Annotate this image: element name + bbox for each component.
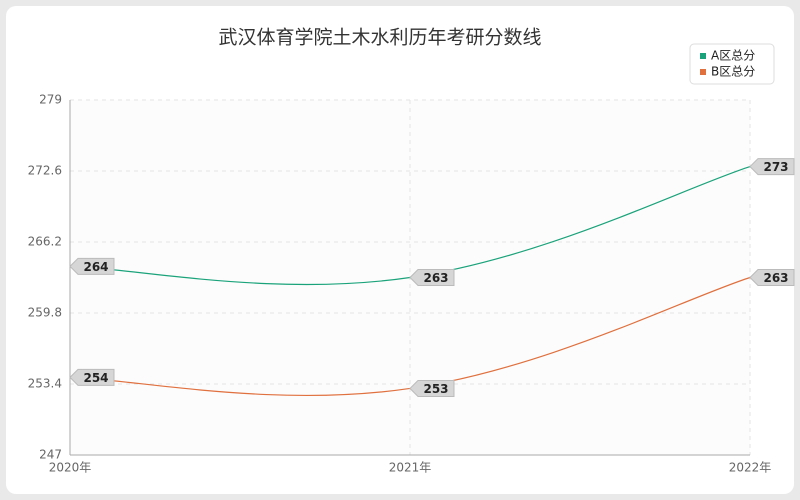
data-label-box: [749, 158, 795, 176]
data-label: 254: [83, 371, 108, 385]
legend-box: [689, 43, 775, 85]
x-tick-label: 2022年: [729, 461, 772, 475]
data-label-box: [409, 379, 455, 397]
y-tick-label: 253.4: [28, 377, 62, 391]
data-label: 264: [83, 260, 108, 274]
x-tick-label: 2021年: [389, 461, 432, 475]
data-label: 253: [423, 382, 448, 396]
data-label-box: [409, 269, 455, 286]
y-tick-label: 266.2: [28, 235, 62, 249]
y-tick-label: 247: [39, 448, 62, 462]
data-label: 273: [763, 160, 788, 174]
x-tick-label: 2020年: [49, 461, 92, 475]
legend-swatch: [700, 69, 706, 75]
y-tick-label: 272.6: [28, 164, 62, 178]
legend-label[interactable]: A区总分: [711, 49, 755, 63]
y-tick-label: 279: [39, 93, 62, 107]
chart-title: 武汉体育学院土木水利历年考研分数线: [218, 27, 541, 49]
y-tick-label: 259.8: [28, 306, 62, 320]
legend-label[interactable]: B区总分: [711, 65, 755, 79]
data-label-box: [69, 257, 115, 275]
legend-swatch: [700, 53, 706, 59]
data-label-box: [69, 368, 115, 386]
data-label-box: [749, 269, 795, 286]
data-label: 263: [423, 271, 448, 285]
data-label: 263: [763, 271, 788, 285]
